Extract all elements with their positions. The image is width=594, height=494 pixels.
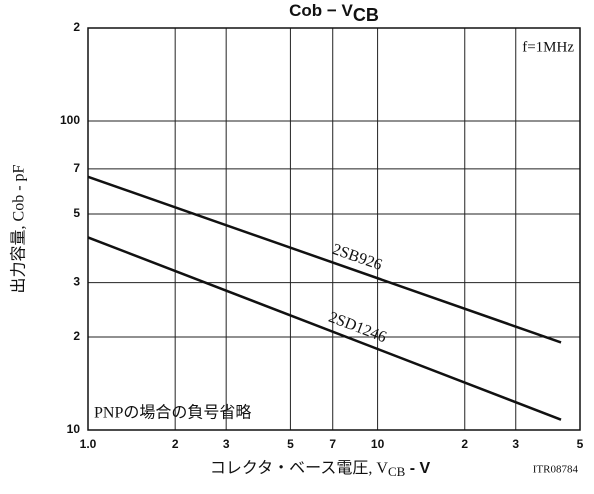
x-label-text: コレクタ・ベース電圧, V [210, 459, 389, 477]
y-axis-label: 出力容量, Cob - pF [10, 164, 28, 293]
x-tick-label: 1.0 [80, 437, 97, 451]
title-subscript: CB [353, 5, 379, 25]
chart-title: Cob − VCB [289, 1, 379, 24]
y-tick-label: 5 [73, 206, 80, 220]
annotation: f=1MHz [522, 39, 574, 55]
x-tick-label: 10 [371, 437, 385, 451]
x-label-subscript: CB [388, 464, 406, 479]
x-tick-label: 2 [172, 437, 179, 451]
x-tick-label: 3 [223, 437, 230, 451]
y-tick-label: 2 [73, 20, 80, 34]
annotation: ITR08784 [533, 464, 579, 476]
y-tick-label: 100 [60, 113, 80, 127]
x-axis-label: コレクタ・ベース電圧, VCB - V [210, 459, 431, 479]
x-tick-label: 3 [512, 437, 519, 451]
title-text: Cob − V [289, 1, 353, 20]
series-label: 2SB926 [330, 241, 384, 274]
x-tick-label: 2 [461, 437, 468, 451]
x-tick-label: 5 [287, 437, 294, 451]
x-tick-label: 7 [329, 437, 336, 451]
series-line [87, 175, 562, 344]
y-tick-label: 2 [73, 329, 80, 343]
y-tick-label: 10 [67, 422, 81, 436]
plot-frame [87, 27, 581, 431]
series-line [87, 236, 562, 421]
y-tick-label: 3 [73, 275, 80, 289]
x-label-suffix: - V [405, 460, 430, 477]
annotation: PNPの場合の負号省略 [94, 404, 251, 422]
y-tick-label: 7 [73, 161, 80, 175]
x-tick-label: 5 [577, 437, 584, 451]
